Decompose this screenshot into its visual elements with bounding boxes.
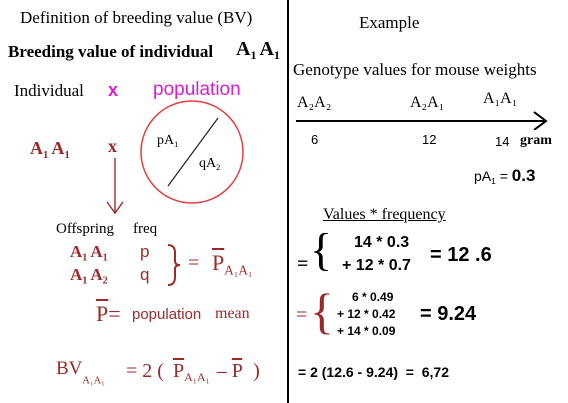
genotype-a2a2: A₂A₂ bbox=[297, 94, 332, 111]
gen-sub: 1 bbox=[82, 275, 88, 287]
freq-q: q bbox=[140, 265, 150, 284]
definition-title: Definition of breeding value (BV) bbox=[20, 8, 253, 27]
genotype-a2a1: A₂A₁ bbox=[410, 94, 445, 111]
population-circle bbox=[140, 100, 244, 204]
population-word: population bbox=[132, 306, 202, 323]
final-bv-calculation: = 2 (12.6 - 9.24) = 6,72 bbox=[298, 364, 449, 380]
gen-a: A bbox=[51, 138, 65, 158]
gen-sub: 1 bbox=[64, 148, 70, 161]
pa-text: pA bbox=[474, 168, 492, 184]
value-12: 12 bbox=[422, 132, 437, 147]
freq-p: p bbox=[140, 242, 150, 261]
bv-genotype: A1 A1 bbox=[236, 38, 280, 63]
bv-formula: BVA₁A₁ bbox=[56, 358, 105, 386]
cross-symbol-2: x bbox=[108, 136, 117, 156]
bv-label: BV bbox=[56, 358, 83, 379]
calc2-brace: { bbox=[310, 283, 334, 339]
mean-word: mean bbox=[215, 305, 250, 322]
gen-a: A bbox=[70, 242, 83, 261]
calc2-line1: 6 * 0.49 bbox=[352, 290, 394, 304]
genotype-a1a1: A₁A₁ bbox=[483, 90, 518, 107]
p-bar: P bbox=[172, 360, 185, 382]
offspring-label: Offspring bbox=[56, 221, 115, 237]
equals-1: = bbox=[188, 252, 200, 274]
p-bar-sub: A₁A₁ bbox=[184, 370, 210, 385]
example-title: Example bbox=[359, 13, 420, 32]
gen-a: A bbox=[90, 265, 103, 284]
gen-a: A bbox=[259, 38, 274, 60]
calc1-result: = 12 .6 bbox=[430, 244, 492, 266]
offspring-row-2: A1 A2 bbox=[70, 265, 108, 287]
circle-qa2: qA2 bbox=[199, 156, 220, 172]
pa-sub: 1 bbox=[491, 175, 496, 186]
gen-sub: 1 bbox=[82, 252, 88, 264]
individual-label: Individual bbox=[14, 81, 84, 100]
values-frequency-label: Values * frequency bbox=[323, 206, 446, 223]
gen-a: A bbox=[30, 138, 43, 158]
vertical-divider bbox=[287, 0, 289, 403]
circle-pa1: pA1 bbox=[157, 133, 178, 149]
gen-a: A bbox=[90, 242, 103, 261]
qa-text: qA bbox=[199, 156, 217, 171]
minus: – bbox=[216, 360, 227, 382]
offspring-row-1: A1 A1 bbox=[70, 242, 108, 264]
gen-a: A bbox=[236, 38, 251, 60]
p-bar-sub: A₁A₁ bbox=[224, 262, 253, 278]
calc2-line2: + 12 * 0.42 bbox=[337, 307, 396, 321]
p-bar: P bbox=[96, 301, 109, 326]
unit-gram: gram bbox=[520, 133, 552, 148]
calc1-line1: 14 * 0.3 bbox=[354, 234, 410, 251]
genotype-values-label: Genotype values for mouse weights bbox=[293, 60, 537, 79]
p-bar-a1a1: PA₁A₁ bbox=[212, 250, 253, 279]
eq: = bbox=[499, 168, 508, 184]
calc1-eq: = bbox=[297, 253, 309, 275]
gen-sub: 1 bbox=[273, 48, 280, 63]
gen-sub: 2 bbox=[102, 275, 108, 287]
individual-genotype: A1 A1 bbox=[30, 138, 70, 161]
close-paren: ) bbox=[253, 360, 260, 382]
freq-label: freq bbox=[133, 221, 158, 237]
gen-sub: 1 bbox=[102, 252, 108, 264]
eq: = bbox=[108, 301, 121, 326]
p-bar: P bbox=[231, 360, 243, 382]
pa-sub: 1 bbox=[174, 139, 179, 149]
calc1-brace: { bbox=[310, 224, 333, 275]
qa-sub: 2 bbox=[216, 162, 221, 172]
calc2-result: = 9.24 bbox=[420, 303, 477, 325]
population-mean-line: P= bbox=[96, 301, 121, 327]
gen-sub: 1 bbox=[250, 48, 257, 63]
gen-a: A bbox=[70, 265, 83, 284]
value-6: 6 bbox=[311, 132, 319, 147]
bv-of-individual-label: Breeding value of individual bbox=[8, 42, 213, 62]
bv-sub: A₁A₁ bbox=[82, 375, 105, 387]
weight-axis-arrow bbox=[296, 111, 548, 130]
cross-symbol: x bbox=[108, 80, 119, 100]
pa-text: pA bbox=[157, 133, 175, 148]
value-14: 14 bbox=[495, 134, 510, 149]
right-brace-icon bbox=[167, 244, 181, 286]
down-arrow-icon bbox=[106, 158, 124, 215]
calc2-line3: + 14 * 0.09 bbox=[337, 324, 396, 338]
bv-of-individual-text: Breeding value of individual bbox=[8, 42, 214, 61]
bv-eq: = 2 ( bbox=[126, 360, 164, 382]
pa1-value: 0.3 bbox=[511, 166, 536, 185]
population-label: population bbox=[153, 79, 241, 100]
calc2-eq: = bbox=[296, 304, 308, 326]
pa1-equals: pA1 = 0.3 bbox=[474, 166, 535, 186]
bv-formula-rhs: = 2 ( PA₁A₁ – P ) bbox=[126, 360, 260, 385]
p-bar: P bbox=[212, 250, 225, 275]
gen-sub: 1 bbox=[43, 148, 49, 161]
calc1-line2: + 12 * 0.7 bbox=[342, 257, 411, 274]
